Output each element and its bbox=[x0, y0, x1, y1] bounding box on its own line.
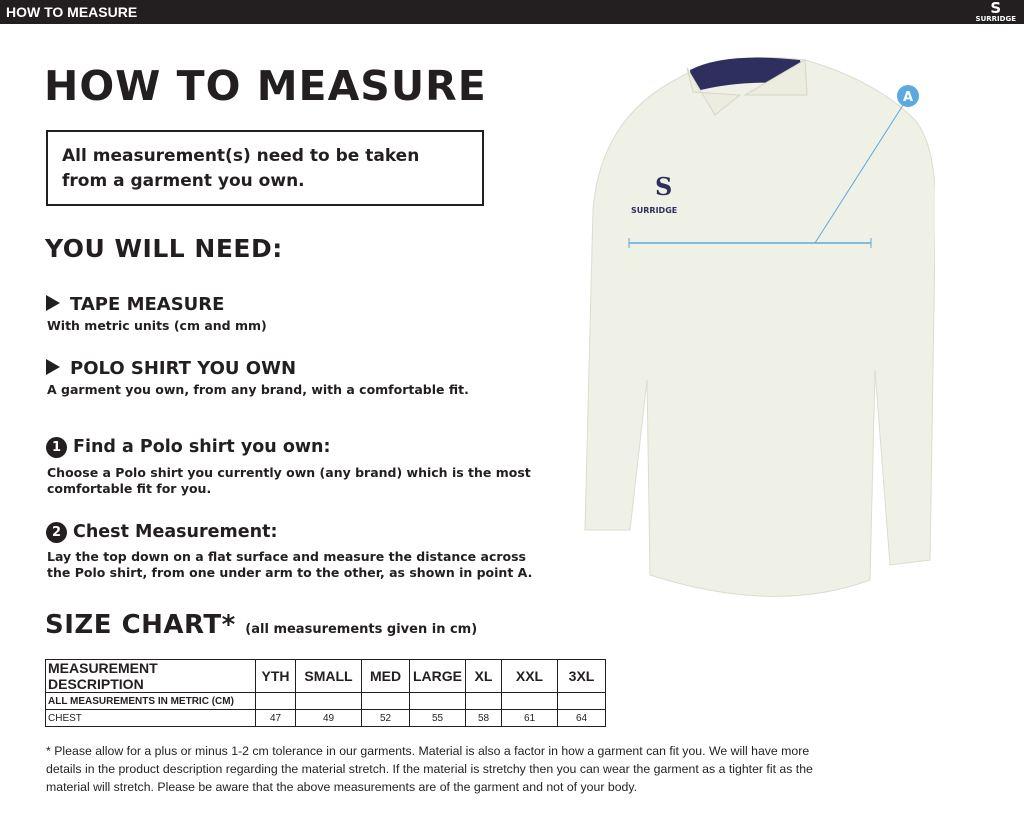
table-cell: 52 bbox=[361, 709, 410, 727]
column-header: MEASUREMENT DESCRIPTION bbox=[45, 659, 256, 693]
shirt-illustration: S SURRIDGE A bbox=[584, 57, 935, 597]
step-1-desc: Choose a Polo shirt you currently own (a… bbox=[47, 465, 531, 496]
table-cell: 58 bbox=[465, 709, 502, 727]
column-header: LARGE bbox=[409, 659, 466, 693]
column-header: SMALL bbox=[295, 659, 362, 693]
table-row: ALL MEASUREMENTS IN METRIC (CM) bbox=[45, 692, 606, 710]
table-cell: 55 bbox=[409, 709, 466, 727]
header-bar: HOW TO MEASURE S SURRIDGE bbox=[0, 0, 1024, 24]
need-desc: With metric units (cm and mm) bbox=[47, 318, 267, 333]
step-1-title: 1 Find a Polo shirt you own: bbox=[46, 437, 330, 458]
step-2-title: 2 Chest Measurement: bbox=[46, 522, 277, 543]
table-cell bbox=[557, 692, 606, 710]
table-cell: 47 bbox=[255, 709, 296, 727]
size-chart-table: MEASUREMENT DESCRIPTION YTH SMALL MED LARGE X… bbox=[45, 659, 606, 727]
table-cell bbox=[409, 692, 466, 710]
column-header: YTH bbox=[255, 659, 296, 693]
column-header: MED bbox=[361, 659, 410, 693]
table-cell bbox=[501, 692, 558, 710]
table-cell: 61 bbox=[501, 709, 558, 727]
triangle-icon bbox=[46, 295, 60, 311]
header-title: HOW TO MEASURE bbox=[6, 4, 138, 20]
column-header: 3XL bbox=[557, 659, 606, 693]
need-desc: A garment you own, from any brand, with … bbox=[47, 382, 469, 397]
page-title: HOW TO MEASURE bbox=[44, 62, 487, 110]
table-cell: 49 bbox=[295, 709, 362, 727]
svg-text:S: S bbox=[655, 172, 672, 201]
table-row: CHEST 47 49 52 55 58 61 64 bbox=[45, 709, 606, 727]
surridge-logo: S SURRIDGE bbox=[975, 0, 1016, 24]
notice-box: All measurement(s) need to be taken from… bbox=[46, 130, 484, 206]
table-cell: ALL MEASUREMENTS IN METRIC (CM) bbox=[45, 692, 256, 710]
step-2-desc: Lay the top down on a flat surface and m… bbox=[47, 549, 533, 580]
table-cell bbox=[295, 692, 362, 710]
table-cell bbox=[361, 692, 410, 710]
table-cell: CHEST bbox=[45, 709, 256, 727]
table-cell: 64 bbox=[557, 709, 606, 727]
table-header-row: MEASUREMENT DESCRIPTION YTH SMALL MED LARGE X… bbox=[45, 659, 606, 693]
footnote: * Please allow for a plus or minus 1-2 c… bbox=[46, 744, 813, 794]
column-header: XL bbox=[465, 659, 502, 693]
you-will-need-heading: YOU WILL NEED: bbox=[45, 234, 283, 263]
need-item-polo: POLO SHIRT YOU OWN bbox=[46, 358, 296, 379]
column-header: XXL bbox=[501, 659, 558, 693]
point-a-marker bbox=[897, 85, 919, 107]
size-chart-heading: SIZE CHART* (all measurements given in c… bbox=[45, 610, 478, 640]
svg-text:A: A bbox=[903, 90, 913, 105]
table-cell bbox=[255, 692, 296, 710]
svg-text:SURRIDGE: SURRIDGE bbox=[631, 206, 677, 215]
need-item-tape: TAPE MEASURE bbox=[46, 294, 224, 315]
triangle-icon bbox=[46, 359, 60, 375]
table-cell bbox=[465, 692, 502, 710]
